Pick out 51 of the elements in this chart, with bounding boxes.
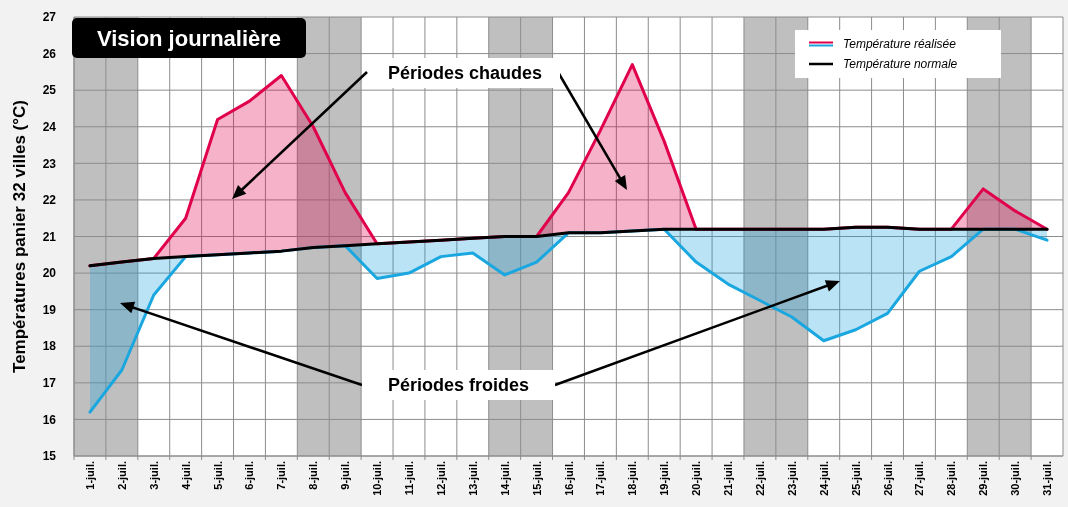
x-tick-label: 6-juil. (243, 461, 256, 490)
x-tick-label: 10-juil. (371, 461, 384, 496)
y-tick-label: 25 (42, 83, 57, 98)
x-tick-label: 12-juil. (434, 461, 447, 496)
x-tick-label: 4-juil. (179, 461, 192, 490)
y-tick-label: 27 (42, 10, 57, 25)
x-tick-label: 27-juil. (913, 461, 926, 496)
x-tick-label: 29-juil. (977, 461, 990, 496)
x-tick-label: 7-juil. (275, 461, 288, 490)
y-tick-label: 20 (42, 266, 57, 281)
x-tick-label: 23-juil. (785, 461, 798, 496)
y-tick-label: 16 (42, 412, 57, 427)
legend-label: Température normale (843, 57, 958, 72)
line-series (88, 225, 1049, 268)
x-tick-label: 31-juil. (1041, 461, 1054, 496)
x-tick-label: 14-juil. (498, 461, 511, 496)
x-tick-label: 26-juil. (881, 461, 894, 496)
x-tick-label: 30-juil. (1009, 461, 1022, 496)
y-tick-label: 15 (42, 449, 57, 464)
chart-title: Vision journalière (96, 26, 282, 51)
x-tick-label: 8-juil. (307, 461, 320, 490)
x-tick-label: 18-juil. (626, 461, 639, 496)
x-tick-label: 20-juil. (690, 461, 703, 496)
annotation: Périodes froides (387, 375, 530, 396)
x-tick-label: 11-juil. (402, 461, 415, 496)
y-axis-title: Températures panier 32 villes (°C) (10, 100, 29, 373)
x-tick-label: 1-juil. (83, 461, 96, 490)
x-tick-label: 15-juil. (530, 461, 543, 496)
x-tick-label: 9-juil. (339, 461, 352, 490)
y-tick-label: 26 (42, 46, 57, 61)
x-tick-label: 13-juil. (466, 461, 479, 496)
x-tick-label: 22-juil. (753, 461, 766, 496)
x-tick-label: 17-juil. (594, 461, 607, 496)
y-tick-label: 24 (42, 119, 57, 134)
x-tick-label: 21-juil. (722, 461, 735, 496)
x-tick-label: 25-juil. (849, 461, 862, 496)
y-tick-label: 22 (42, 193, 57, 208)
annotation: Périodes chaudes (387, 63, 543, 84)
y-tick-label: 18 (42, 339, 57, 354)
y-tick-label: 21 (42, 229, 57, 244)
x-tick-label: 28-juil. (945, 461, 958, 496)
x-tick-label: 5-juil. (211, 461, 224, 490)
legend-label: Température réalisée (843, 37, 957, 52)
x-tick-label: 3-juil. (147, 461, 160, 490)
x-tick-label: 2-juil. (115, 461, 128, 490)
y-tick-label: 17 (42, 376, 57, 391)
y-tick-label: 23 (42, 156, 57, 171)
x-tick-label: 19-juil. (658, 461, 671, 496)
x-tick-label: 16-juil. (562, 461, 575, 496)
y-tick-label: 19 (42, 302, 57, 317)
x-tick-label: 24-juil. (817, 461, 830, 496)
